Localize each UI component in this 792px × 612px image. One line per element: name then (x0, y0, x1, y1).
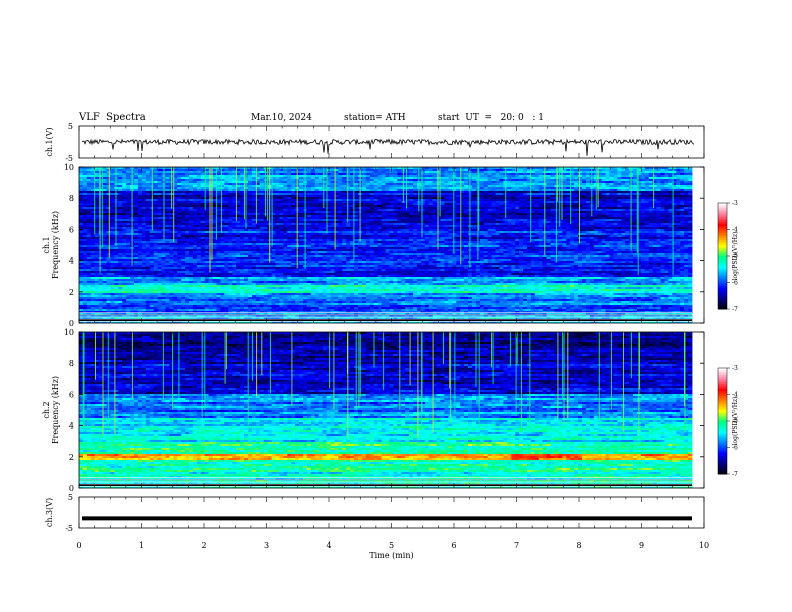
ch1-ylabel: Frequency (kHz) (51, 211, 60, 279)
x-tick-label: 5 (389, 541, 394, 550)
ch2-ytick-label: 10 (64, 328, 74, 337)
ch1-ytick-label: 4 (69, 257, 74, 266)
x-tick-label: 9 (639, 541, 644, 550)
ch2-ytick-label: 2 (69, 453, 74, 462)
x-axis-label: Time (min) (369, 551, 413, 560)
ch3-ytick-label: 5 (68, 493, 73, 502)
ch3-ytick-label: -5 (65, 524, 73, 533)
ch1-trace (82, 140, 694, 156)
ch2-colorbar-tick-label: -7 (732, 471, 738, 478)
ch1-ytick-label: 5 (68, 122, 73, 131)
ch2-ytick-label: 8 (69, 359, 74, 368)
ch1-ytick-label: 0 (69, 319, 74, 328)
ch1-channel-label: ch.1 (42, 236, 51, 253)
ch2-ylabel: Frequency (kHz) (51, 376, 60, 444)
ch1-ylabel: ch.1(V) (45, 127, 54, 156)
ch3-ylabel: ch.3(V) (45, 498, 54, 527)
ch2-ytick-label: 4 (69, 422, 74, 431)
ch2-colorbar-tick-label: -3 (732, 365, 738, 372)
ch1-ytick-label: 6 (69, 225, 74, 234)
x-tick-label: 7 (514, 541, 519, 550)
ch1-ytick-label: 10 (64, 163, 74, 172)
ch1-colorbar-tick-label: -7 (732, 306, 738, 313)
ch1-colorbar-tick-label: -3 (732, 200, 738, 207)
ch2-channel-label: ch.2 (42, 401, 51, 418)
ch1-colorbar (718, 203, 730, 310)
x-tick-label: 8 (576, 541, 581, 550)
ch1-ytick-label: 8 (69, 194, 74, 203)
ch1-colorbar-label: log(PSD)(V²/Hz) (732, 232, 739, 281)
ch2-ytick-label: 0 (69, 484, 74, 493)
x-tick-label: 0 (76, 541, 81, 550)
x-tick-label: 4 (326, 541, 331, 550)
ch2-ytick-label: 6 (69, 390, 74, 399)
ch1-ytick-label: -5 (65, 154, 73, 163)
x-tick-label: 2 (201, 541, 206, 550)
ch1-ytick-label: 2 (69, 288, 74, 297)
x-tick-label: 10 (699, 541, 709, 550)
x-tick-label: 3 (264, 541, 269, 550)
x-tick-label: 1 (139, 541, 144, 550)
x-tick-label: 6 (451, 541, 456, 550)
ch2-spectrogram (79, 332, 704, 488)
ch2-colorbar (718, 368, 730, 475)
ch1-spectrogram (79, 167, 704, 323)
ch2-colorbar-label: log(PSD)(V²/Hz) (732, 397, 739, 446)
